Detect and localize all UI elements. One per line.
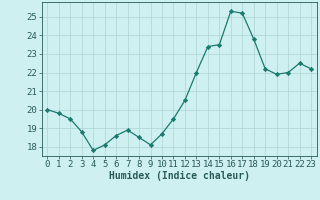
X-axis label: Humidex (Indice chaleur): Humidex (Indice chaleur) [109, 171, 250, 181]
